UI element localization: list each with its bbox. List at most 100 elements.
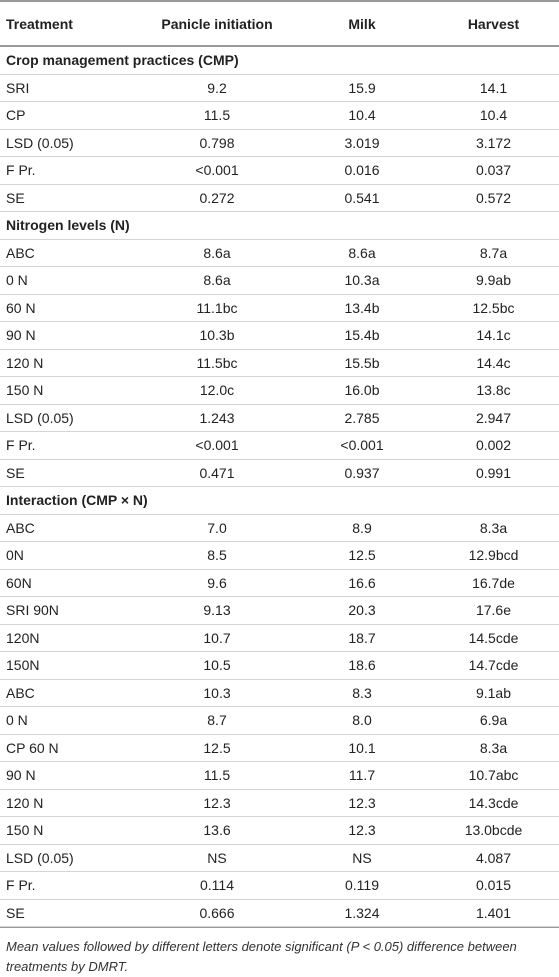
value-cell: 9.9ab [428,266,559,295]
value-cell: 14.1c [428,321,559,350]
value-cell: 10.1 [296,734,428,762]
value-cell: 18.7 [296,624,428,652]
treatment-cell: F Pr. [0,431,138,460]
treatment-cell: SE [0,184,138,212]
table-row: ABC 7.0 8.9 8.3a [0,514,559,542]
table-row: 120 N 12.3 12.3 14.3cde [0,789,559,817]
table-row: 120 N 11.5bc 15.5b 14.4c [0,349,559,377]
value-cell: 11.7 [296,761,428,790]
header-harvest: Harvest [428,0,559,47]
value-cell: 0.471 [138,459,296,487]
treatment-cell: 0 N [0,706,138,735]
treatment-cell: ABC [0,514,138,542]
treatment-cell: 120N [0,624,138,652]
value-cell: 14.4c [428,349,559,377]
value-cell: 0.991 [428,459,559,487]
data-table: Treatment Panicle initiation Milk Harves… [0,0,559,927]
value-cell: 1.324 [296,899,428,927]
table-row: 0 N 8.7 8.0 6.9a [0,706,559,735]
section-title: Interaction (CMP × N) [0,486,559,515]
header-treatment: Treatment [0,0,138,47]
treatment-cell: 150 N [0,376,138,405]
value-cell: 12.5 [138,734,296,762]
value-cell: 11.5 [138,761,296,790]
value-cell: 8.6a [138,239,296,267]
value-cell: 1.243 [138,404,296,432]
treatment-cell: 120 N [0,349,138,377]
section-header-row: Interaction (CMP × N) [0,486,559,515]
value-cell: 8.6a [138,266,296,295]
value-cell: 9.1ab [428,679,559,707]
value-cell: 0.272 [138,184,296,212]
value-cell: 18.6 [296,651,428,680]
value-cell: 8.3 [296,679,428,707]
value-cell: 0.015 [428,871,559,900]
value-cell: 12.5 [296,541,428,570]
value-cell: 1.401 [428,899,559,927]
value-cell: 0.937 [296,459,428,487]
table-row: 0 N 8.6a 10.3a 9.9ab [0,266,559,295]
treatment-cell: 150 N [0,816,138,845]
value-cell: 0.666 [138,899,296,927]
value-cell: 15.9 [296,74,428,102]
value-cell: 8.0 [296,706,428,735]
value-cell: 10.4 [428,101,559,130]
table-row: 120N 10.7 18.7 14.5cde [0,624,559,652]
value-cell: 10.3 [138,679,296,707]
value-cell: 0.037 [428,156,559,185]
treatment-cell: CP [0,101,138,130]
table-row: LSD (0.05) 1.243 2.785 2.947 [0,404,559,432]
value-cell: 8.9 [296,514,428,542]
treatment-cell: 60 N [0,294,138,322]
value-cell: 12.3 [296,816,428,845]
table-row: 150N 10.5 18.6 14.7cde [0,651,559,680]
value-cell: 9.13 [138,596,296,625]
value-cell: 10.5 [138,651,296,680]
value-cell: 13.8c [428,376,559,405]
table-row: CP 11.5 10.4 10.4 [0,101,559,130]
header-row: Treatment Panicle initiation Milk Harves… [0,0,559,47]
table-row: F Pr. <0.001 0.016 0.037 [0,156,559,185]
value-cell: 10.3a [296,266,428,295]
value-cell: 16.0b [296,376,428,405]
value-cell: 0.572 [428,184,559,212]
table-row: SRI 90N 9.13 20.3 17.6e [0,596,559,625]
treatment-cell: 0N [0,541,138,570]
value-cell: 8.6a [296,239,428,267]
value-cell: 12.3 [296,789,428,817]
value-cell: 12.9bcd [428,541,559,570]
table-row: 60 N 11.1bc 13.4b 12.5bc [0,294,559,322]
value-cell: 16.7de [428,569,559,597]
table-row: SE 0.666 1.324 1.401 [0,899,559,927]
value-cell: 2.785 [296,404,428,432]
value-cell: 13.6 [138,816,296,845]
value-cell: 17.6e [428,596,559,625]
value-cell: 16.6 [296,569,428,597]
value-cell: 10.4 [296,101,428,130]
table-row: F Pr. <0.001 <0.001 0.002 [0,431,559,460]
value-cell: 0.002 [428,431,559,460]
value-cell: 0.798 [138,129,296,157]
treatment-cell: F Pr. [0,871,138,900]
value-cell: 0.119 [296,871,428,900]
value-cell: 15.5b [296,349,428,377]
value-cell: 12.5bc [428,294,559,322]
value-cell: 4.087 [428,844,559,872]
treatment-cell: LSD (0.05) [0,404,138,432]
value-cell: 11.5bc [138,349,296,377]
value-cell: NS [296,844,428,872]
header-milk: Milk [296,0,428,47]
value-cell: 10.7 [138,624,296,652]
value-cell: NS [138,844,296,872]
table-row: 0N 8.5 12.5 12.9bcd [0,541,559,570]
value-cell: 7.0 [138,514,296,542]
table-row: 60N 9.6 16.6 16.7de [0,569,559,597]
value-cell: 3.019 [296,129,428,157]
value-cell: 13.4b [296,294,428,322]
value-cell: 0.541 [296,184,428,212]
value-cell: 14.5cde [428,624,559,652]
value-cell: 14.3cde [428,789,559,817]
value-cell: 14.7cde [428,651,559,680]
section-title: Nitrogen levels (N) [0,211,559,240]
table-row: LSD (0.05) 0.798 3.019 3.172 [0,129,559,157]
